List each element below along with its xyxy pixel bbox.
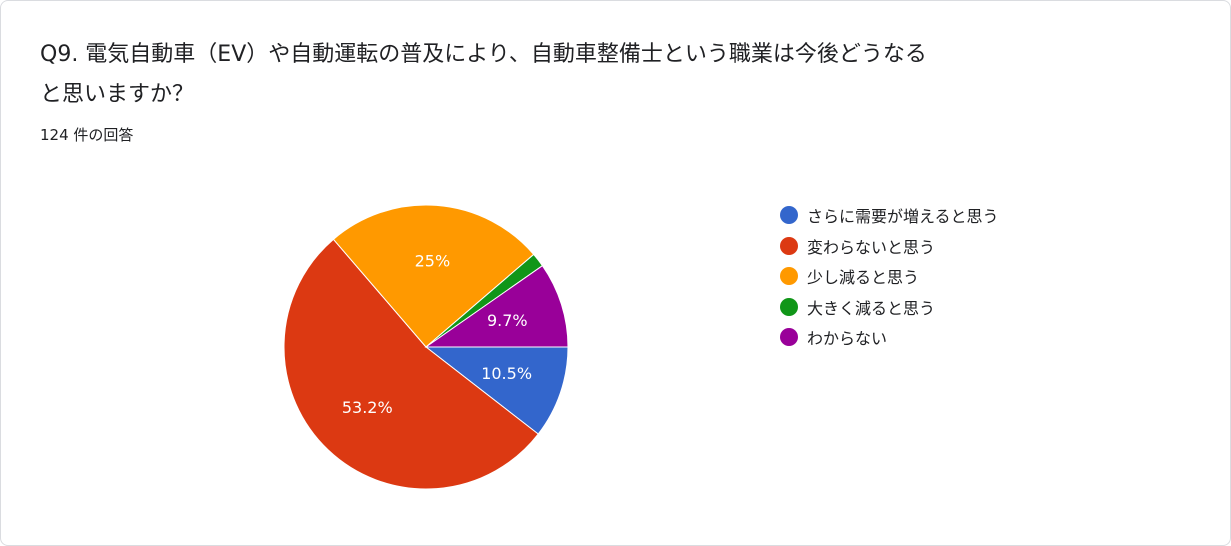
- legend-label-4: 大きく減ると思う: [807, 298, 936, 318]
- legend-swatch-4: [780, 297, 798, 316]
- legend-label-3: 少し減ると思う: [807, 268, 920, 288]
- pie-slice-2[interactable]: [283, 238, 539, 490]
- pie-slice-1[interactable]: [424, 346, 569, 435]
- legend-label-5: わからない: [807, 329, 888, 349]
- legend-item-2[interactable]: 変わらないと思う: [780, 231, 999, 262]
- legend-label-1: さらに需要が増えると思う: [807, 207, 999, 227]
- pie-slice-label-2: 53.2%: [342, 398, 393, 417]
- legend-swatch-5: [780, 328, 798, 347]
- legend-item-4[interactable]: 大きく減ると思う: [780, 292, 999, 323]
- legend-swatch-1: [780, 206, 798, 225]
- question-title: Q9. 電気自動車（EV）や自動運転の普及により、自動車整備士という職業は今後ど…: [40, 42, 927, 107]
- pie-slice-label-5: 9.7%: [487, 311, 528, 330]
- chart-legend: さらに需要が増えると思う 変わらないと思う 少し減ると思う 大きく減ると思う わからない: [780, 200, 999, 353]
- legend-swatch-2: [780, 236, 798, 255]
- legend-swatch-3: [780, 267, 798, 286]
- pie-slice-label-3: 25%: [415, 252, 451, 271]
- legend-item-3[interactable]: 少し減ると思う: [780, 261, 999, 292]
- legend-item-5[interactable]: わからない: [780, 322, 999, 353]
- pie-slice-3[interactable]: [332, 204, 535, 348]
- pie-slice-label-1: 10.5%: [481, 364, 532, 383]
- legend-item-1[interactable]: さらに需要が増えると思う: [780, 200, 999, 231]
- pie-slice-5[interactable]: [424, 265, 569, 348]
- response-count: 124 件の回答: [40, 126, 134, 144]
- legend-label-2: 変わらないと思う: [807, 237, 936, 257]
